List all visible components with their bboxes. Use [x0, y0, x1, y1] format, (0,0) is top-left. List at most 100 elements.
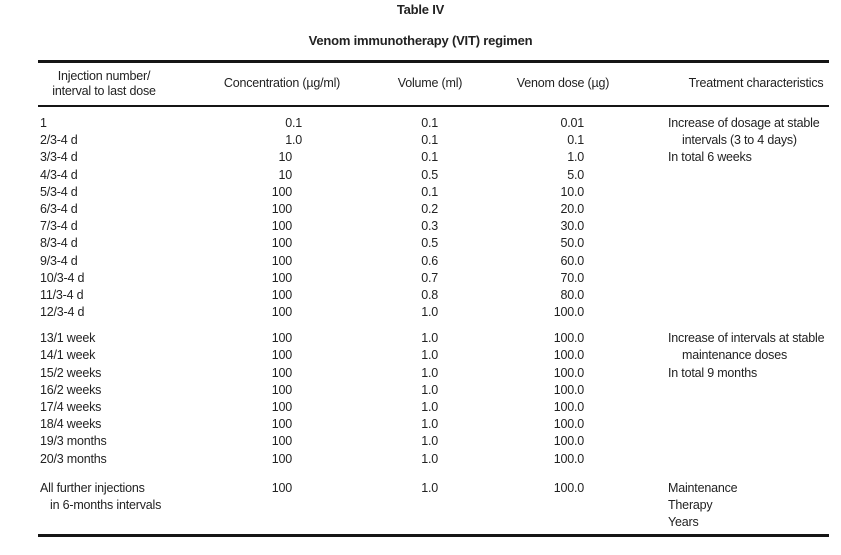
column-header-concentration: Concentration (µg/ml) [216, 63, 348, 105]
concentration-cell: 0.1 [243, 115, 304, 132]
top-rule [38, 60, 829, 63]
injection-cell: 17/4 weeks [40, 400, 102, 414]
column-header-line: Injection number/ [57, 68, 151, 83]
concentration-cell: 100 [243, 416, 304, 433]
header-separator-rule [38, 105, 829, 107]
table-row: 10/3-4 d 100 0.7 70.0 [38, 270, 829, 287]
volume-cell: 1.0 [421, 305, 438, 320]
concentration-int: 100 [271, 305, 292, 320]
injection-cell: 6/3-4 d [40, 201, 78, 216]
concentration-cell: 1.0 [243, 132, 304, 149]
table-row: 8/3-4 d 100 0.5 50.0 [38, 235, 829, 252]
table-label: Table IV [396, 2, 445, 17]
table-row: 16/2 weeks 100 1.0 100.0 [38, 382, 829, 399]
table-header-row: Injection number/ interval to last dose … [38, 63, 829, 105]
concentration-frac [292, 304, 304, 321]
volume-cell [304, 514, 438, 531]
volume-cell: 0.3 [421, 219, 438, 234]
injection-cell: 11/3-4 d [40, 287, 84, 302]
concentration-int [243, 514, 292, 531]
bottom-rule [38, 534, 829, 537]
concentration-int: 100 [271, 184, 292, 199]
concentration-frac [292, 514, 304, 531]
concentration-int: 100 [271, 480, 292, 495]
table-row: 7/3-4 d 100 0.3 30.0 [38, 218, 829, 235]
volume-cell: 1.0 [421, 417, 438, 432]
column-header-injection: Injection number/ interval to last dose [38, 63, 170, 105]
dose-cell: 100.0 [553, 382, 584, 397]
concentration-frac [292, 365, 304, 382]
dose-cell: 10.0 [560, 184, 584, 199]
concentration-int: 10 [278, 150, 292, 165]
note-cell: In total 6 weeks [668, 150, 752, 165]
injection-cell: 14/1 week [40, 348, 96, 363]
injection-cell: 1 [40, 116, 47, 130]
concentration-int: 100 [271, 382, 292, 397]
dose-cell: 0.01 [560, 116, 584, 130]
column-header-line: Concentration (µg/ml) [223, 76, 341, 91]
note-cell [584, 304, 829, 321]
concentration-cell: 100 [243, 270, 304, 287]
column-header-venom-dose: Venom dose (µg) [498, 63, 628, 105]
concentration-frac [292, 235, 304, 252]
concentration-cell: 10 [243, 149, 304, 166]
column-header-line: interval to last dose [52, 84, 156, 98]
table-row: 20/3 months 100 1.0 100.0 [38, 451, 829, 468]
concentration-cell: 100 [243, 253, 304, 270]
injection-cell: 5/3-4 d [40, 184, 78, 199]
table-title: Venom immunotherapy (VIT) regimen [308, 33, 533, 48]
table-row: 17/4 weeks 100 1.0 100.0 [38, 399, 829, 416]
injection-cell: 8/3-4 d [40, 236, 78, 251]
concentration-frac [292, 218, 304, 235]
dose-cell: 100.0 [553, 417, 584, 432]
dose-cell: 100.0 [553, 365, 584, 380]
dose-cell [438, 497, 584, 514]
volume-cell: 0.5 [421, 236, 438, 251]
note-cell: intervals (3 to 4 days) [682, 133, 797, 148]
concentration-cell: 100 [243, 235, 304, 252]
concentration-frac [292, 480, 304, 497]
concentration-int: 100 [271, 348, 292, 363]
injection-cell: 15/2 weeks [40, 365, 102, 380]
dose-cell: 100.0 [553, 434, 584, 449]
concentration-cell: 100 [243, 287, 304, 304]
concentration-frac: .0 [292, 133, 303, 148]
injection-cell [38, 514, 243, 531]
concentration-cell: 100 [243, 451, 304, 468]
table-row: 5/3-4 d 100 0.1 10.0 [38, 184, 829, 201]
note-cell: maintenance doses [682, 348, 788, 363]
injection-cell: 13/1 week [40, 331, 96, 346]
table-row: in 6-months intervals Therapy [38, 497, 829, 514]
note-cell [584, 287, 829, 304]
injection-cell: 20/3 months [40, 451, 107, 466]
volume-cell: 0.1 [421, 133, 438, 148]
injection-cell: 10/3-4 d [40, 270, 85, 285]
concentration-cell: 10 [243, 167, 304, 184]
volume-cell: 0.1 [421, 150, 438, 165]
volume-cell: 0.8 [421, 287, 438, 302]
concentration-int: 0 [285, 116, 292, 130]
injection-cell: 9/3-4 d [40, 253, 78, 268]
table-row: 13/1 week 100 1.0 100.0 Increase of interval… [38, 330, 829, 347]
volume-cell: 0.7 [421, 270, 438, 285]
note-cell [584, 399, 829, 416]
concentration-int: 100 [271, 236, 292, 251]
injection-cell: 16/2 weeks [40, 382, 102, 397]
injection-cell: 19/3 months [40, 434, 107, 449]
concentration-cell: 100 [243, 201, 304, 218]
concentration-int: 10 [278, 167, 292, 182]
concentration-int: 100 [271, 219, 292, 234]
concentration-int: 100 [271, 201, 292, 216]
concentration-int: 100 [271, 365, 292, 380]
table-row: 4/3-4 d 10 0.5 5.0 [38, 167, 829, 184]
concentration-int: 100 [271, 270, 292, 285]
column-header-volume: Volume (ml) [368, 63, 492, 105]
volume-cell: 0.2 [421, 201, 438, 216]
volume-cell: 0.1 [421, 116, 438, 130]
concentration-int: 100 [271, 417, 292, 432]
table-row: 3/3-4 d 10 0.1 1.0 In total 6 weeks [38, 149, 829, 166]
concentration-cell: 100 [243, 304, 304, 321]
concentration-cell: 100 [243, 399, 304, 416]
note-cell: Maintenance [668, 480, 738, 495]
concentration-int: 100 [271, 451, 292, 466]
